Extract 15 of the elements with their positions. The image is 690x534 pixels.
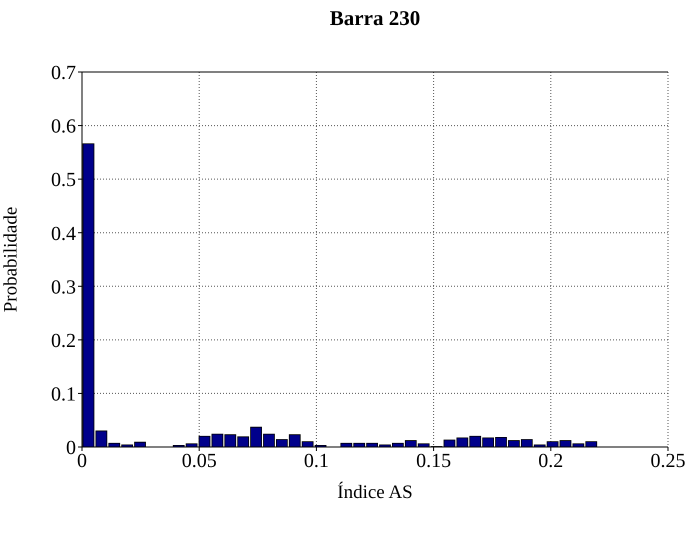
x-tick-label: 0.15 xyxy=(416,450,452,472)
y-tick-label: 0.7 xyxy=(51,62,76,84)
y-tick-label: 0.1 xyxy=(51,384,76,406)
y-tick-label: 0.4 xyxy=(51,222,76,245)
y-axis-title: Probabilidade xyxy=(0,206,22,312)
chart-title: Barra 230 xyxy=(328,6,422,31)
x-tick-label: 0.05 xyxy=(182,450,217,472)
x-tick-label: 0.2 xyxy=(538,450,564,472)
y-tick-label: 0.6 xyxy=(51,116,76,138)
y-tick-label: 0.3 xyxy=(51,276,76,298)
y-tick-label: 0.5 xyxy=(51,169,76,192)
x-tick-label: 0.25 xyxy=(650,450,686,472)
y-tick-label: 0.2 xyxy=(51,330,76,352)
x-axis-title: Índice AS xyxy=(337,481,413,503)
x-tick-label: 0.1 xyxy=(304,450,329,472)
